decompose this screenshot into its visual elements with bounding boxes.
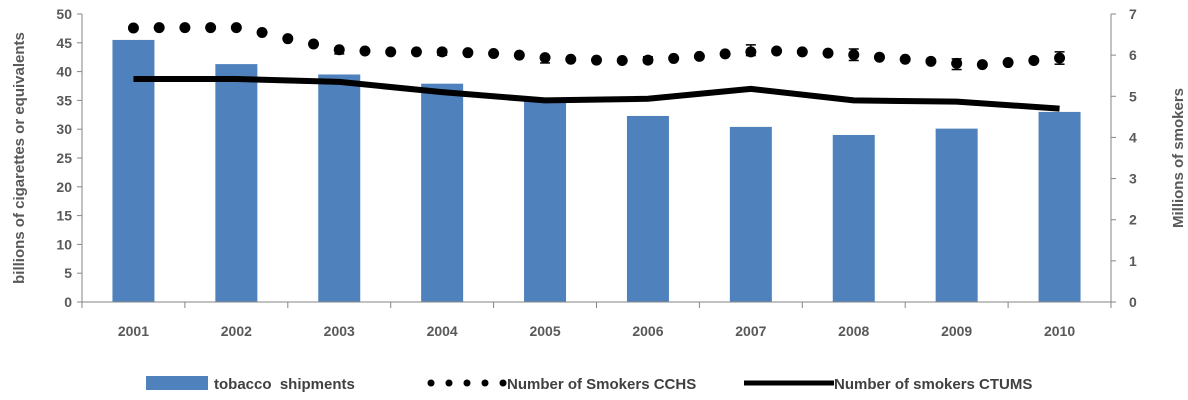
- line-ctums: [133, 76, 1060, 112]
- point-cchs: [436, 46, 448, 58]
- point-cchs: [899, 53, 911, 65]
- bar-2009: [935, 128, 978, 302]
- x-tick-label: 2006: [632, 323, 663, 339]
- legend-label-cchs: Number of Smokers CCHS: [507, 376, 696, 393]
- bar-2004: [421, 83, 464, 302]
- bar-2006: [626, 115, 669, 303]
- x-tick-label: 2005: [529, 323, 560, 339]
- point-cchs: [719, 48, 731, 60]
- point-cchs: [796, 46, 808, 58]
- right-tick-label: 7: [1129, 6, 1137, 22]
- bar-2001: [112, 39, 155, 303]
- point-cchs: [616, 54, 628, 66]
- x-tick-label: 2008: [838, 323, 869, 339]
- point-cchs: [205, 22, 217, 34]
- point-cchs: [230, 22, 242, 34]
- legend-label-shipments: tobacco shipments: [214, 376, 355, 393]
- right-tick-label: 4: [1129, 129, 1137, 145]
- point-cchs: [745, 46, 757, 58]
- x-tick-label: 2002: [221, 323, 252, 339]
- legend-swatch-cchs: [427, 379, 507, 387]
- point-cchs: [462, 47, 474, 59]
- x-axis: 2001 2002 2003 2004 2005 2006 2007 2008 2009 2010: [81, 301, 1112, 339]
- point-cchs: [565, 53, 577, 65]
- point-cchs: [591, 54, 602, 66]
- left-axis-title: billions of cigarettes or equivalents: [11, 32, 28, 284]
- point-cchs: [693, 50, 705, 62]
- legend: tobacco shipments Number of Smokers CCHS…: [146, 376, 1032, 393]
- point-cchs: [333, 44, 345, 56]
- left-tick-label: 50: [56, 6, 72, 22]
- legend-dot: [427, 379, 435, 387]
- legend-label-ctums: Number of smokers CTUMS: [834, 376, 1032, 393]
- point-cchs: [539, 52, 551, 64]
- x-tick-label: 2001: [118, 323, 149, 339]
- point-cchs: [410, 46, 422, 58]
- point-cchs: [951, 57, 963, 69]
- point-cchs: [925, 55, 937, 67]
- point-cchs: [153, 22, 165, 34]
- bar-2008: [832, 134, 875, 302]
- bar-2003: [318, 74, 361, 302]
- x-tick-label: 2010: [1044, 323, 1075, 339]
- point-cchs: [488, 47, 500, 59]
- legend-dot: [463, 379, 471, 387]
- x-tick-label: 2003: [324, 323, 355, 339]
- right-axis-title: Millions of smokers: [1170, 88, 1187, 228]
- point-cchs: [256, 27, 268, 39]
- right-axis: 0 1 2 3 4 5 6 7: [1110, 6, 1137, 310]
- point-cchs: [1028, 54, 1040, 66]
- left-tick-label: 20: [56, 179, 72, 195]
- x-tick-label: 2009: [941, 323, 972, 339]
- point-cchs: [642, 54, 654, 66]
- left-tick-label: 25: [56, 150, 72, 166]
- right-tick-label: 1: [1129, 253, 1137, 269]
- point-cchs: [308, 38, 320, 50]
- plot-area: [112, 22, 1081, 303]
- left-tick-label: 0: [64, 294, 72, 310]
- left-tick-label: 10: [56, 236, 72, 252]
- x-tick-label: 2004: [427, 323, 458, 339]
- bar-2005: [524, 97, 567, 303]
- left-tick-label: 40: [56, 64, 72, 80]
- legend-dot: [445, 379, 453, 387]
- point-cchs: [873, 51, 885, 63]
- left-axis: 0 5 10 15 20 25 30 35 40 45 50: [56, 6, 83, 310]
- left-tick-label: 35: [56, 92, 72, 108]
- left-tick-label: 15: [56, 208, 72, 224]
- right-tick-label: 5: [1129, 88, 1137, 104]
- legend-swatch-shipments: [146, 376, 208, 390]
- left-tick-label: 45: [56, 35, 72, 51]
- point-cchs: [822, 47, 834, 59]
- point-cchs: [771, 45, 783, 57]
- right-tick-label: 0: [1129, 294, 1137, 310]
- point-cchs: [127, 22, 139, 34]
- legend-dot: [481, 379, 489, 387]
- point-cchs: [976, 59, 988, 71]
- point-cchs: [668, 52, 680, 64]
- legend-dot: [499, 379, 507, 387]
- point-cchs: [282, 33, 294, 45]
- left-tick-label: 30: [56, 121, 72, 137]
- point-cchs: [385, 46, 397, 58]
- point-cchs: [1002, 57, 1014, 69]
- point-cchs: [359, 45, 371, 57]
- left-tick-label: 5: [64, 265, 72, 281]
- right-tick-label: 3: [1129, 171, 1137, 187]
- point-cchs: [1054, 52, 1066, 64]
- bar-2007: [729, 126, 772, 303]
- right-tick-label: 2: [1129, 212, 1137, 228]
- x-tick-label: 2007: [735, 323, 766, 339]
- bar-2002: [215, 64, 258, 302]
- point-cchs: [179, 22, 191, 34]
- bar-2010: [1038, 111, 1081, 302]
- point-cchs: [513, 49, 525, 61]
- point-cchs: [848, 49, 860, 61]
- right-tick-label: 6: [1129, 47, 1137, 63]
